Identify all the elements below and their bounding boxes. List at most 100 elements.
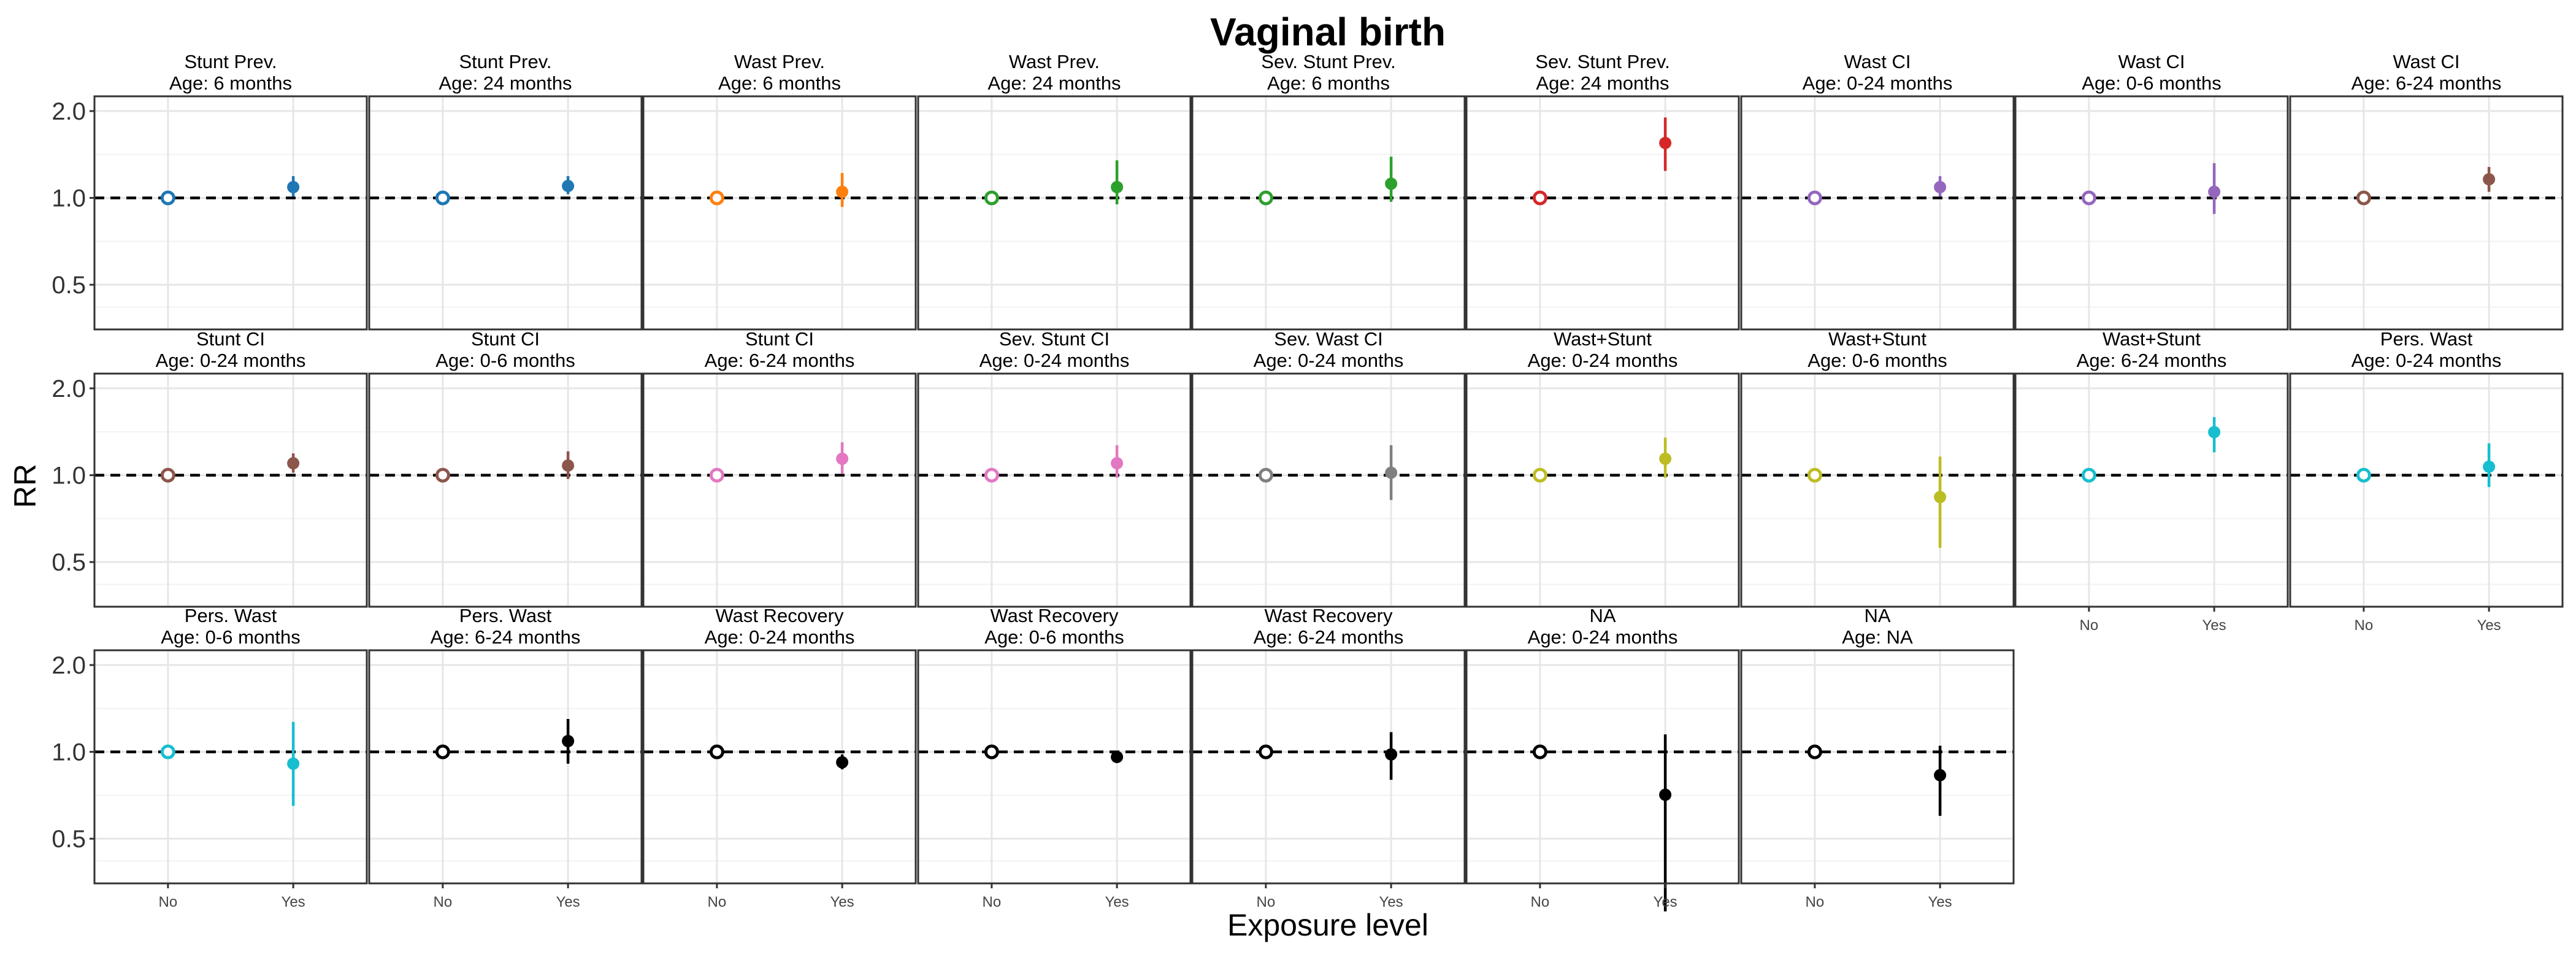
reference-point [709,744,724,759]
panel-background [2015,374,2288,607]
facet-label-outcome: Wast CI [2118,51,2185,72]
reference-point [2081,190,2096,206]
facet-label-outcome: Wast Prev. [734,51,825,72]
estimate-point [1111,181,1124,194]
facet-panel: Sev. Stunt Prev.Age: 24 months [1465,51,1740,331]
panel-border [1740,649,2015,885]
y-tick-label: 1.0 [52,463,86,490]
x-tick-label: Yes [1105,894,1129,910]
panel-border [93,372,368,608]
panel-background [1466,96,1739,329]
facet-panel: Sev. Stunt Prev.Age: 6 months [1191,51,1466,331]
panel-background [2290,96,2563,329]
estimate-point [287,757,300,770]
panel-border [1465,95,1740,331]
facet-label-age: Age: 6-24 months [705,350,855,371]
x-tick-label: No [2355,617,2374,634]
facet-label-age: Age: 6 months [718,72,841,94]
facet-label-age: Age: 0-6 months [435,350,575,371]
facet-label-age: Age: 6-24 months [2352,72,2502,94]
estimate-point [1385,177,1398,190]
facet-label-outcome: Pers. Wast [459,605,552,626]
estimate-point [287,181,300,194]
reference-point [1807,744,1822,759]
reference-point [160,744,175,759]
facet-label-outcome: NA [1864,605,1890,626]
facet-label-outcome: Wast+Stunt [1828,328,1926,350]
facet-label-age: Age: 0-24 months [1528,350,1678,371]
x-tick-label: No [434,894,453,910]
x-axis-title: Exposure level [1227,908,1428,942]
panel-background [1466,374,1739,607]
panel-background [918,374,1190,607]
facet-label-outcome: Pers. Wast [185,605,277,626]
estimate-point [2208,185,2221,198]
facet-panel: Wast Prev.Age: 6 months [642,51,917,331]
facet-label-outcome: Wast Recovery [715,605,844,626]
facet-label-age: Age: 0-6 months [984,626,1124,648]
panel-background [1741,96,2014,329]
y-tick-label: 2.0 [52,652,86,679]
y-tick-label: 2.0 [52,98,86,125]
facet-label-outcome: Sev. Stunt Prev. [1535,51,1669,72]
panel-border [642,95,917,331]
x-tick-label: No [983,894,1002,910]
reference-point [435,744,450,759]
panel-border [2289,372,2564,608]
facet-label-outcome: Wast Recovery [1264,605,1393,626]
reference-point [2356,467,2371,483]
facet-label-age: Age: 6 months [169,72,292,94]
x-tick-label: Yes [2202,617,2226,634]
estimate-point [1385,466,1398,479]
panel-background [369,374,642,607]
facet-label-outcome: Sev. Stunt Prev. [1261,51,1395,72]
panel-border [368,95,643,331]
facet-label-age: Age: 6 months [1267,72,1390,94]
reference-point [160,467,175,483]
x-tick-label: No [1257,894,1276,910]
x-tick-label: Yes [1379,894,1403,910]
facet-label-age: Age: 6-24 months [431,626,581,648]
x-tick-label: Yes [1928,894,1952,910]
panel-background [1741,650,2014,883]
panel-background [369,96,642,329]
facet-label-age: Age: 0-24 months [1254,350,1404,371]
reference-point [435,467,450,483]
y-tick-label: 2.0 [52,375,86,402]
reference-point [984,744,999,759]
panel-background [1192,650,1465,883]
y-axis-title: RR [8,464,42,508]
panel-border [2014,372,2289,608]
facet-label-age: Age: 0-24 months [156,350,306,371]
panel-border [1465,372,1740,608]
estimate-point [1659,788,1672,801]
panel-border [1740,95,2015,331]
reference-point [160,190,175,206]
panel-border [93,95,368,331]
facet-label-age: Age: 24 months [987,72,1121,94]
facet-label-age: Age: 0-24 months [1528,626,1678,648]
panel-border [2014,95,2289,331]
facet-label-outcome: Wast Prev. [1009,51,1100,72]
panel-background [643,96,916,329]
estimate-point [2208,426,2221,439]
facet-label-outcome: Stunt CI [471,328,540,350]
facet-panel: Wast Prev.Age: 24 months [917,51,1192,331]
panel-border [368,649,643,885]
facet-label-age: Age: 0-6 months [2082,72,2221,94]
facet-label-outcome: Pers. Wast [2380,328,2473,350]
estimate-point [836,452,849,465]
estimate-point [562,459,575,472]
facet-panel: Stunt Prev.Age: 6 months 0.5 1.0 2.0 [52,51,368,331]
panel-border [1740,372,2015,608]
facet-label-age: Age: 6-24 months [2077,350,2227,371]
